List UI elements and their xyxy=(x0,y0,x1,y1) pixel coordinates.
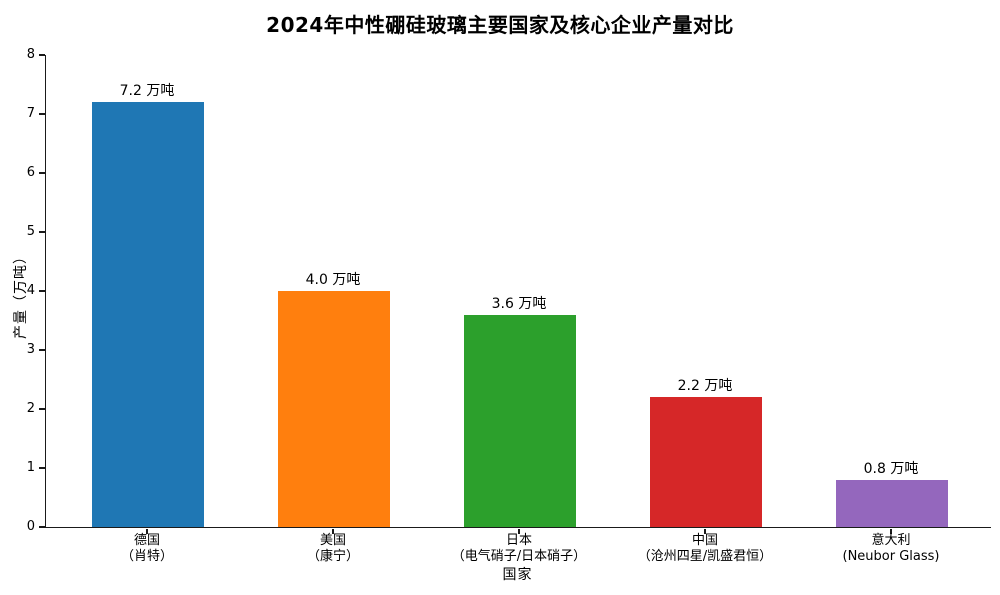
y-tick-label: 8 xyxy=(26,47,35,62)
chart-title: 2024年中性硼硅玻璃主要国家及核心企业产量对比 xyxy=(266,13,734,37)
y-tick-label: 0 xyxy=(26,519,35,534)
x-tick-label-意大利: 意大利 (Neubor Glass) xyxy=(843,533,940,565)
y-tick-mark xyxy=(39,290,45,292)
x-tick-mark xyxy=(332,528,334,534)
category-country: 意大利 xyxy=(871,533,911,548)
x-tick-label-日本: 日本 （电气硝子/日本硝子） xyxy=(452,533,586,565)
bar-value-label: 3.6 万吨 xyxy=(491,295,547,312)
category-country: 日本 xyxy=(505,533,533,548)
y-tick-label: 5 xyxy=(26,224,35,239)
y-tick-label: 2 xyxy=(26,401,35,416)
y-tick-label: 7 xyxy=(26,106,35,121)
y-tick-mark xyxy=(39,113,45,115)
bar-日本 xyxy=(464,314,576,527)
bar-value-label: 4.0 万吨 xyxy=(305,272,361,288)
category-company: (Neubor Glass) xyxy=(842,549,940,564)
y-tick-mark xyxy=(39,408,45,410)
bar-中国 xyxy=(650,397,762,527)
y-tick-mark xyxy=(39,172,45,174)
y-tick-mark xyxy=(39,349,45,351)
bar-value-label: 0.8 万吨 xyxy=(863,460,919,477)
x-tick-label-德国: 德国 （肖特） xyxy=(121,533,173,565)
category-country: 美国 xyxy=(319,533,347,548)
x-tick-label-中国: 中国 （沧州四星/凯盛君恒） xyxy=(638,533,772,565)
x-tick-label-美国: 美国 （康宁） xyxy=(307,533,359,565)
bar-value-label: 2.2 万吨 xyxy=(677,378,733,395)
bar-德国 xyxy=(92,102,204,527)
category-company: （沧州四星/凯盛君恒） xyxy=(637,549,773,564)
y-tick-mark xyxy=(39,526,45,528)
x-axis-label: 国家 xyxy=(502,567,533,583)
bar-value-label: 7.2 万吨 xyxy=(119,83,175,100)
y-tick-label: 6 xyxy=(26,165,35,180)
bar-美国 xyxy=(278,291,390,527)
y-tick-label: 1 xyxy=(26,460,35,475)
category-country: 德国 xyxy=(133,533,161,548)
y-tick-mark xyxy=(39,467,45,469)
x-tick-mark xyxy=(518,528,520,534)
category-company: （肖特） xyxy=(120,549,174,564)
x-tick-mark xyxy=(890,528,892,534)
y-tick-label: 4 xyxy=(26,283,35,298)
y-tick-label: 3 xyxy=(26,342,35,357)
y-tick-mark xyxy=(39,231,45,233)
y-tick-mark xyxy=(39,54,45,56)
bar-意大利 xyxy=(836,479,948,527)
category-country: 中国 xyxy=(691,533,719,548)
plot-area xyxy=(45,55,991,528)
category-company: （康宁） xyxy=(306,549,360,564)
category-company: （电气硝子/日本硝子） xyxy=(451,549,587,564)
x-tick-mark xyxy=(704,528,706,534)
x-tick-mark xyxy=(146,528,148,534)
